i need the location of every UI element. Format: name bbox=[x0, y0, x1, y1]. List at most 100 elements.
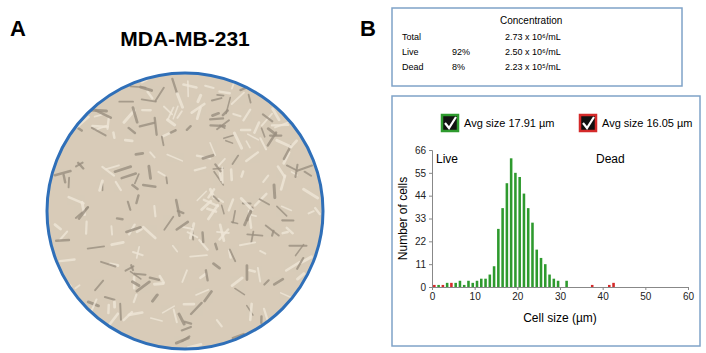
cell-shape bbox=[177, 222, 188, 230]
cell-shape bbox=[125, 139, 132, 142]
cell-shape bbox=[220, 225, 224, 241]
histogram-bar bbox=[514, 287, 517, 288]
plot-area bbox=[433, 158, 615, 287]
histogram-bar bbox=[489, 287, 492, 288]
cell-shape bbox=[167, 155, 182, 161]
tick: 20 bbox=[512, 287, 524, 302]
cell-shape bbox=[119, 101, 133, 103]
cell-shape bbox=[260, 138, 266, 149]
tick-label: 11 bbox=[416, 259, 427, 270]
cell-shape bbox=[214, 264, 220, 268]
cell-shape bbox=[263, 114, 272, 121]
histogram-bar bbox=[471, 283, 474, 287]
cell-shape bbox=[201, 233, 204, 242]
tick-mark bbox=[429, 219, 432, 220]
histogram-bar bbox=[446, 283, 449, 287]
table-cell: 92% bbox=[452, 47, 470, 57]
cell-shape bbox=[163, 306, 175, 313]
histogram-bar bbox=[437, 287, 440, 288]
cell-shape bbox=[234, 133, 241, 148]
histogram-bar bbox=[604, 287, 607, 288]
cell-shape bbox=[287, 228, 293, 233]
legend-check bbox=[583, 117, 594, 128]
histogram-bar bbox=[540, 287, 543, 288]
cell-shape bbox=[171, 130, 176, 132]
cell-shape bbox=[249, 95, 251, 103]
cell-shape bbox=[217, 320, 222, 326]
series-name: Dead bbox=[596, 152, 625, 166]
cell-shape bbox=[150, 278, 159, 280]
cell-shape bbox=[135, 174, 139, 183]
table-cell: Dead bbox=[402, 62, 424, 72]
histogram-bar bbox=[467, 287, 470, 288]
cell-shape bbox=[173, 246, 177, 252]
x-axis-title: Cell size (µm) bbox=[523, 311, 597, 325]
tick-label: 0 bbox=[430, 291, 436, 302]
histogram-bar bbox=[510, 287, 513, 288]
histogram-bar bbox=[467, 281, 470, 287]
x-axis-line bbox=[433, 288, 689, 291]
cell-shape bbox=[75, 285, 79, 288]
cell-shape bbox=[268, 129, 276, 135]
chart-frame bbox=[392, 96, 700, 346]
legend-icon bbox=[442, 115, 458, 131]
cell-shape bbox=[79, 207, 88, 218]
histogram-bar bbox=[578, 287, 581, 288]
histogram-bar bbox=[497, 229, 500, 287]
legend-check bbox=[445, 117, 456, 128]
cell-shape bbox=[165, 177, 168, 183]
tick-label: 22 bbox=[415, 236, 427, 247]
histogram-bar bbox=[506, 287, 509, 288]
histogram-bar bbox=[582, 287, 585, 288]
tick-mark bbox=[517, 287, 518, 290]
tick: 55 bbox=[415, 168, 432, 179]
cell-shape bbox=[246, 152, 258, 161]
histogram-bar bbox=[531, 223, 534, 287]
cell-shape bbox=[206, 270, 208, 280]
cell-shape bbox=[230, 170, 233, 180]
tick-mark bbox=[429, 241, 432, 242]
histogram-bar bbox=[497, 287, 500, 288]
cell-shape bbox=[148, 92, 153, 98]
cell-shape bbox=[245, 211, 251, 225]
histogram-bar bbox=[535, 250, 538, 287]
table-cell: 8% bbox=[452, 62, 465, 72]
cell-shape bbox=[248, 134, 259, 140]
cell-shape bbox=[60, 232, 67, 240]
cell-shape bbox=[212, 113, 218, 115]
tick: 22 bbox=[415, 236, 432, 247]
cell-shape bbox=[179, 314, 184, 324]
tick-mark bbox=[645, 287, 646, 290]
tick: 0 bbox=[430, 287, 436, 302]
cell-shape bbox=[211, 124, 225, 127]
cell-shape bbox=[128, 202, 130, 210]
legend-icon bbox=[580, 115, 596, 131]
histogram-bar bbox=[553, 287, 556, 288]
cell-shape bbox=[215, 244, 217, 249]
cell-shape bbox=[136, 153, 143, 154]
cell-shape bbox=[117, 217, 122, 220]
histogram-bar bbox=[561, 287, 564, 288]
cell-shape bbox=[69, 197, 84, 203]
cell-shape bbox=[210, 143, 215, 155]
histogram-bar bbox=[493, 287, 496, 288]
tick-label: 40 bbox=[598, 291, 610, 302]
histogram-bar bbox=[591, 285, 594, 287]
histogram-bar bbox=[599, 287, 602, 288]
table-cell: Live bbox=[402, 47, 419, 57]
cell-shape bbox=[198, 95, 201, 101]
cell-shape bbox=[200, 274, 205, 278]
cell-shape bbox=[155, 118, 157, 135]
tick-mark bbox=[429, 196, 432, 197]
cell-shape bbox=[154, 206, 155, 216]
histogram-bar bbox=[446, 287, 449, 288]
histogram-bar bbox=[514, 173, 517, 287]
panel-label: B bbox=[360, 16, 376, 41]
cell-shape bbox=[290, 245, 307, 247]
cell-shape bbox=[190, 255, 207, 256]
series-bars bbox=[437, 158, 568, 287]
cell-shape bbox=[220, 92, 230, 94]
tick: 30 bbox=[555, 287, 567, 302]
cell-shape bbox=[174, 310, 177, 323]
histogram-bar bbox=[617, 287, 620, 288]
